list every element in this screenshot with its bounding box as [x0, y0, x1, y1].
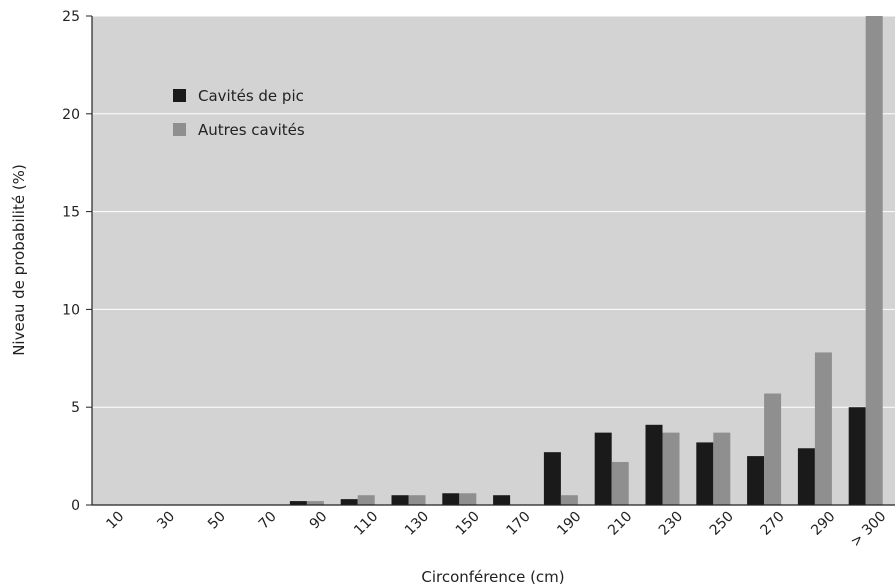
bar: [306, 501, 324, 505]
bar: [289, 501, 307, 505]
x-tick-label: 210: [605, 509, 635, 539]
y-tick-label: 20: [62, 107, 80, 123]
bar: [391, 495, 409, 505]
y-tick-label: 0: [71, 498, 80, 514]
bar: [459, 493, 477, 505]
x-tick-label: 170: [504, 509, 534, 539]
x-tick-label: 290: [808, 509, 838, 539]
x-tick-label: 130: [402, 509, 432, 539]
y-tick-label: 5: [71, 400, 80, 416]
gridlines: [92, 15, 895, 408]
bar: [340, 499, 358, 505]
bar: [543, 452, 561, 505]
bar: [713, 432, 731, 505]
axes: [91, 16, 895, 506]
x-axis-title: Circonférence (cm): [421, 568, 564, 586]
legend-label-autres-cavites: Autres cavités: [198, 121, 305, 139]
y-tick-labels: 0 5 10 15 20 25: [62, 9, 92, 514]
legend-swatch-autres-cavites: [173, 123, 186, 136]
x-tick-label: 190: [554, 509, 584, 539]
bars: [289, 16, 883, 505]
bar: [696, 442, 714, 505]
bar: [797, 448, 815, 505]
bar: [865, 16, 883, 505]
bar: [408, 495, 426, 505]
y-tick-label: 15: [62, 205, 80, 221]
bar: [493, 495, 511, 505]
x-tick-label: 70: [256, 509, 280, 533]
x-tick-label: 250: [707, 509, 737, 539]
x-tick-label: 30: [154, 509, 178, 533]
x-tick-label: 90: [307, 509, 331, 533]
bar: [814, 352, 832, 505]
x-tick-label: > 300: [848, 509, 890, 551]
x-tick-labels: 10 30 50 70 90 110 130 150 170 190 210 230 250 270 290…: [103, 509, 889, 551]
y-axis-title: Niveau de probabilité (%): [10, 164, 28, 356]
bar: [560, 495, 578, 505]
legend-swatch-cavites-de-pic: [173, 89, 186, 102]
bar: [611, 461, 629, 505]
x-tick-label: 270: [758, 509, 788, 539]
bar: [662, 432, 680, 505]
y-tick-label: 10: [62, 302, 80, 318]
legend: Cavités de pic Autres cavités: [173, 87, 305, 139]
x-tick-label: 150: [453, 509, 483, 539]
bar: [764, 393, 782, 505]
bar: [594, 432, 612, 505]
legend-label-cavites-de-pic: Cavités de pic: [198, 87, 304, 105]
y-tick-label: 25: [62, 9, 80, 25]
bar: [442, 493, 460, 505]
x-tick-label: 110: [351, 509, 381, 539]
bar: [357, 495, 375, 505]
x-tick-label: 230: [656, 509, 686, 539]
bar: [747, 456, 765, 505]
bar: [645, 424, 663, 505]
bar: [848, 407, 866, 505]
x-tick-label: 50: [205, 509, 229, 533]
x-tick-label: 10: [103, 509, 127, 533]
plot-background: [92, 16, 895, 505]
